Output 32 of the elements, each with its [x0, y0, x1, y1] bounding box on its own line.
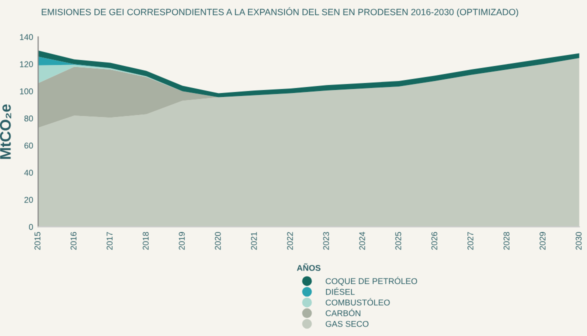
x-tick-label: 2018 — [142, 232, 149, 250]
x-tick-label: 2023 — [323, 232, 330, 250]
chart-title: EMISIONES DE GEI CORRESPONDIENTES A LA EXPANSIÓN DEL SEN EN PRODESEN 2016-2030 (OPTIMIZADO) — [42, 7, 518, 17]
y-tick-label: 20 — [24, 196, 33, 203]
x-tick-label: 2022 — [287, 232, 293, 250]
y-axis-title: MtCO₂e — [0, 104, 12, 159]
x-axis-title: AÑOS — [296, 263, 320, 271]
x-tick-label: 2020 — [214, 232, 221, 250]
y-tick-label: 0 — [28, 224, 33, 230]
y-tick-label: 100 — [20, 88, 33, 94]
x-tick-label: 2026 — [431, 232, 438, 250]
legend-label: DIÉSEL — [326, 287, 355, 295]
y-tick-label: 80 — [24, 116, 33, 122]
x-tick-label: 2017 — [106, 232, 113, 250]
legend-label: COMBUSTÓLEO — [326, 298, 390, 306]
legend-label: CARBÓN — [326, 308, 360, 316]
y-tick-label: 120 — [20, 61, 33, 68]
x-tick-label: 2019 — [178, 232, 185, 250]
x-tick-label: 2025 — [395, 232, 402, 250]
x-tick-label: 2016 — [70, 232, 76, 250]
y-tick-label: 60 — [24, 142, 33, 149]
x-tick-label: 2015 — [34, 232, 40, 250]
x-tick-label: 2021 — [250, 232, 257, 250]
x-tick-label: 2028 — [504, 232, 510, 250]
legend-label: COQUE DE PETRÓLEO — [326, 276, 418, 286]
x-tick-label: 2027 — [467, 232, 474, 250]
legend-label: GAS SECO — [326, 320, 368, 327]
x-tick-label: 2024 — [359, 232, 366, 250]
x-tick-label: 2029 — [540, 232, 546, 250]
x-tick-label: 2030 — [576, 232, 582, 250]
y-tick-label: 140 — [20, 34, 33, 40]
y-tick-label: 40 — [24, 170, 33, 176]
